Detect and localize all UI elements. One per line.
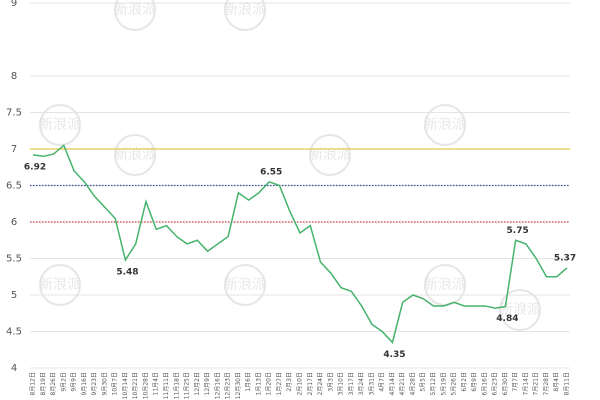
x-tick-label: 12月9日 bbox=[204, 372, 211, 395]
x-tick-label: 10月7日 bbox=[112, 372, 119, 395]
x-tick-label: 12月30日 bbox=[235, 372, 242, 399]
y-tick-label: 6 bbox=[11, 217, 17, 228]
y-tick-label: 8 bbox=[11, 71, 17, 82]
watermark-ring bbox=[424, 104, 466, 146]
x-tick-label: 3月31日 bbox=[368, 372, 375, 395]
watermark-ring bbox=[114, 0, 156, 31]
x-tick-label: 12月2日 bbox=[194, 372, 201, 395]
watermark: 新浪派 bbox=[424, 117, 466, 133]
x-tick-label: 6月23日 bbox=[492, 372, 499, 395]
y-tick-label: 4 bbox=[11, 363, 17, 374]
x-tick-label: 8月12日 bbox=[30, 372, 37, 395]
x-tick-label: 1月6日 bbox=[245, 372, 252, 392]
x-tick-label: 6月16日 bbox=[481, 372, 488, 395]
x-tick-label: 5月5日 bbox=[420, 372, 427, 392]
x-tick-label: 2月24日 bbox=[317, 372, 324, 395]
x-tick-label: 11月4日 bbox=[153, 372, 160, 395]
watermark-ring bbox=[114, 134, 156, 176]
y-tick-label: 4.5 bbox=[6, 327, 22, 338]
data-label: 4.84 bbox=[496, 314, 518, 324]
x-tick-label: 7月21日 bbox=[533, 372, 540, 395]
x-tick-label: 6月2日 bbox=[461, 372, 468, 392]
x-tick-label: 5月19日 bbox=[440, 372, 447, 395]
data-label: 5.75 bbox=[507, 226, 529, 236]
watermark-ring bbox=[224, 264, 266, 306]
x-tick-label: 2月3日 bbox=[286, 372, 293, 392]
x-tick-label: 8月26日 bbox=[50, 372, 57, 395]
watermark: 新浪派 bbox=[309, 147, 351, 163]
watermark: 新浪派 bbox=[424, 277, 466, 293]
x-tick-label: 4月14日 bbox=[389, 372, 396, 395]
x-tick-label: 9月2日 bbox=[60, 372, 67, 392]
x-tick-label: 9月30日 bbox=[101, 372, 108, 395]
y-tick-label: 6.5 bbox=[6, 181, 22, 192]
x-tick-label: 4月21日 bbox=[399, 372, 406, 395]
y-tick-label: 7 bbox=[11, 144, 17, 155]
x-tick-label: 10月14日 bbox=[122, 372, 129, 399]
watermark-ring bbox=[39, 104, 81, 146]
data-label: 6.55 bbox=[260, 167, 282, 177]
x-tick-label: 7月14日 bbox=[522, 372, 529, 395]
x-tick-label: 2月17日 bbox=[307, 372, 314, 395]
y-tick-label: 5.5 bbox=[6, 254, 22, 265]
x-tick-label: 10月21日 bbox=[132, 372, 139, 399]
x-tick-label: 3月3日 bbox=[327, 372, 334, 392]
data-label: 6.92 bbox=[24, 162, 46, 172]
watermark-ring bbox=[309, 134, 351, 176]
x-tick-label: 10月28日 bbox=[142, 372, 149, 399]
watermark-ring bbox=[39, 264, 81, 306]
watermark: 新浪派 bbox=[114, 2, 156, 18]
watermark: 新浪派 bbox=[499, 302, 541, 318]
watermark: 新浪派 bbox=[224, 2, 266, 18]
x-tick-label: 2月10日 bbox=[297, 372, 304, 395]
x-tick-label: 11月25日 bbox=[184, 372, 191, 399]
y-tick-label: 9 bbox=[11, 0, 17, 9]
watermark-ring bbox=[224, 0, 266, 31]
x-tick-label: 11月11日 bbox=[163, 372, 170, 399]
x-tick-label: 8月4日 bbox=[553, 372, 560, 392]
line bbox=[32, 144, 568, 344]
x-tick-label: 9月16日 bbox=[81, 372, 88, 395]
x-tick-label: 4月7日 bbox=[379, 372, 386, 392]
x-tick-label: 7月28日 bbox=[543, 372, 550, 395]
x-tick-label: 6月30日 bbox=[502, 372, 509, 395]
watermark: 新浪派 bbox=[114, 147, 156, 163]
data-label: 5.48 bbox=[116, 267, 138, 277]
x-tick-label: 1月13日 bbox=[255, 372, 262, 395]
x-tick-label: 8月19日 bbox=[40, 372, 47, 395]
x-tick-label: 9月9日 bbox=[71, 372, 78, 392]
x-tick-label: 6月9日 bbox=[471, 372, 478, 392]
x-tick-label: 1月27日 bbox=[276, 372, 283, 395]
data-label: 5.37 bbox=[554, 253, 576, 263]
watermark: 新浪派 bbox=[39, 277, 81, 293]
watermark-ring bbox=[499, 289, 541, 331]
y-tick-label: 7.5 bbox=[6, 108, 22, 119]
data-label: 4.35 bbox=[383, 350, 405, 360]
x-tick-label: 3月24日 bbox=[358, 372, 365, 395]
x-tick-label: 12月16日 bbox=[214, 372, 221, 399]
x-tick-label: 3月17日 bbox=[348, 372, 355, 395]
x-tick-label: 3月10日 bbox=[338, 372, 345, 395]
watermark: 新浪派 bbox=[39, 117, 81, 133]
x-tick-label: 9月23日 bbox=[91, 372, 98, 395]
x-tick-label: 1月20日 bbox=[266, 372, 273, 395]
x-tick-label: 7月7日 bbox=[512, 372, 519, 392]
x-tick-label: 11月18日 bbox=[173, 372, 180, 399]
x-tick-label: 4月28日 bbox=[409, 372, 416, 395]
x-tick-label: 5月26日 bbox=[451, 372, 458, 395]
watermark: 新浪派 bbox=[224, 277, 266, 293]
y-tick-label: 5 bbox=[11, 290, 17, 301]
x-tick-label: 5月12日 bbox=[430, 372, 437, 395]
x-tick-label: 8月11日 bbox=[564, 372, 571, 395]
x-tick-label: 12月23日 bbox=[225, 372, 232, 399]
